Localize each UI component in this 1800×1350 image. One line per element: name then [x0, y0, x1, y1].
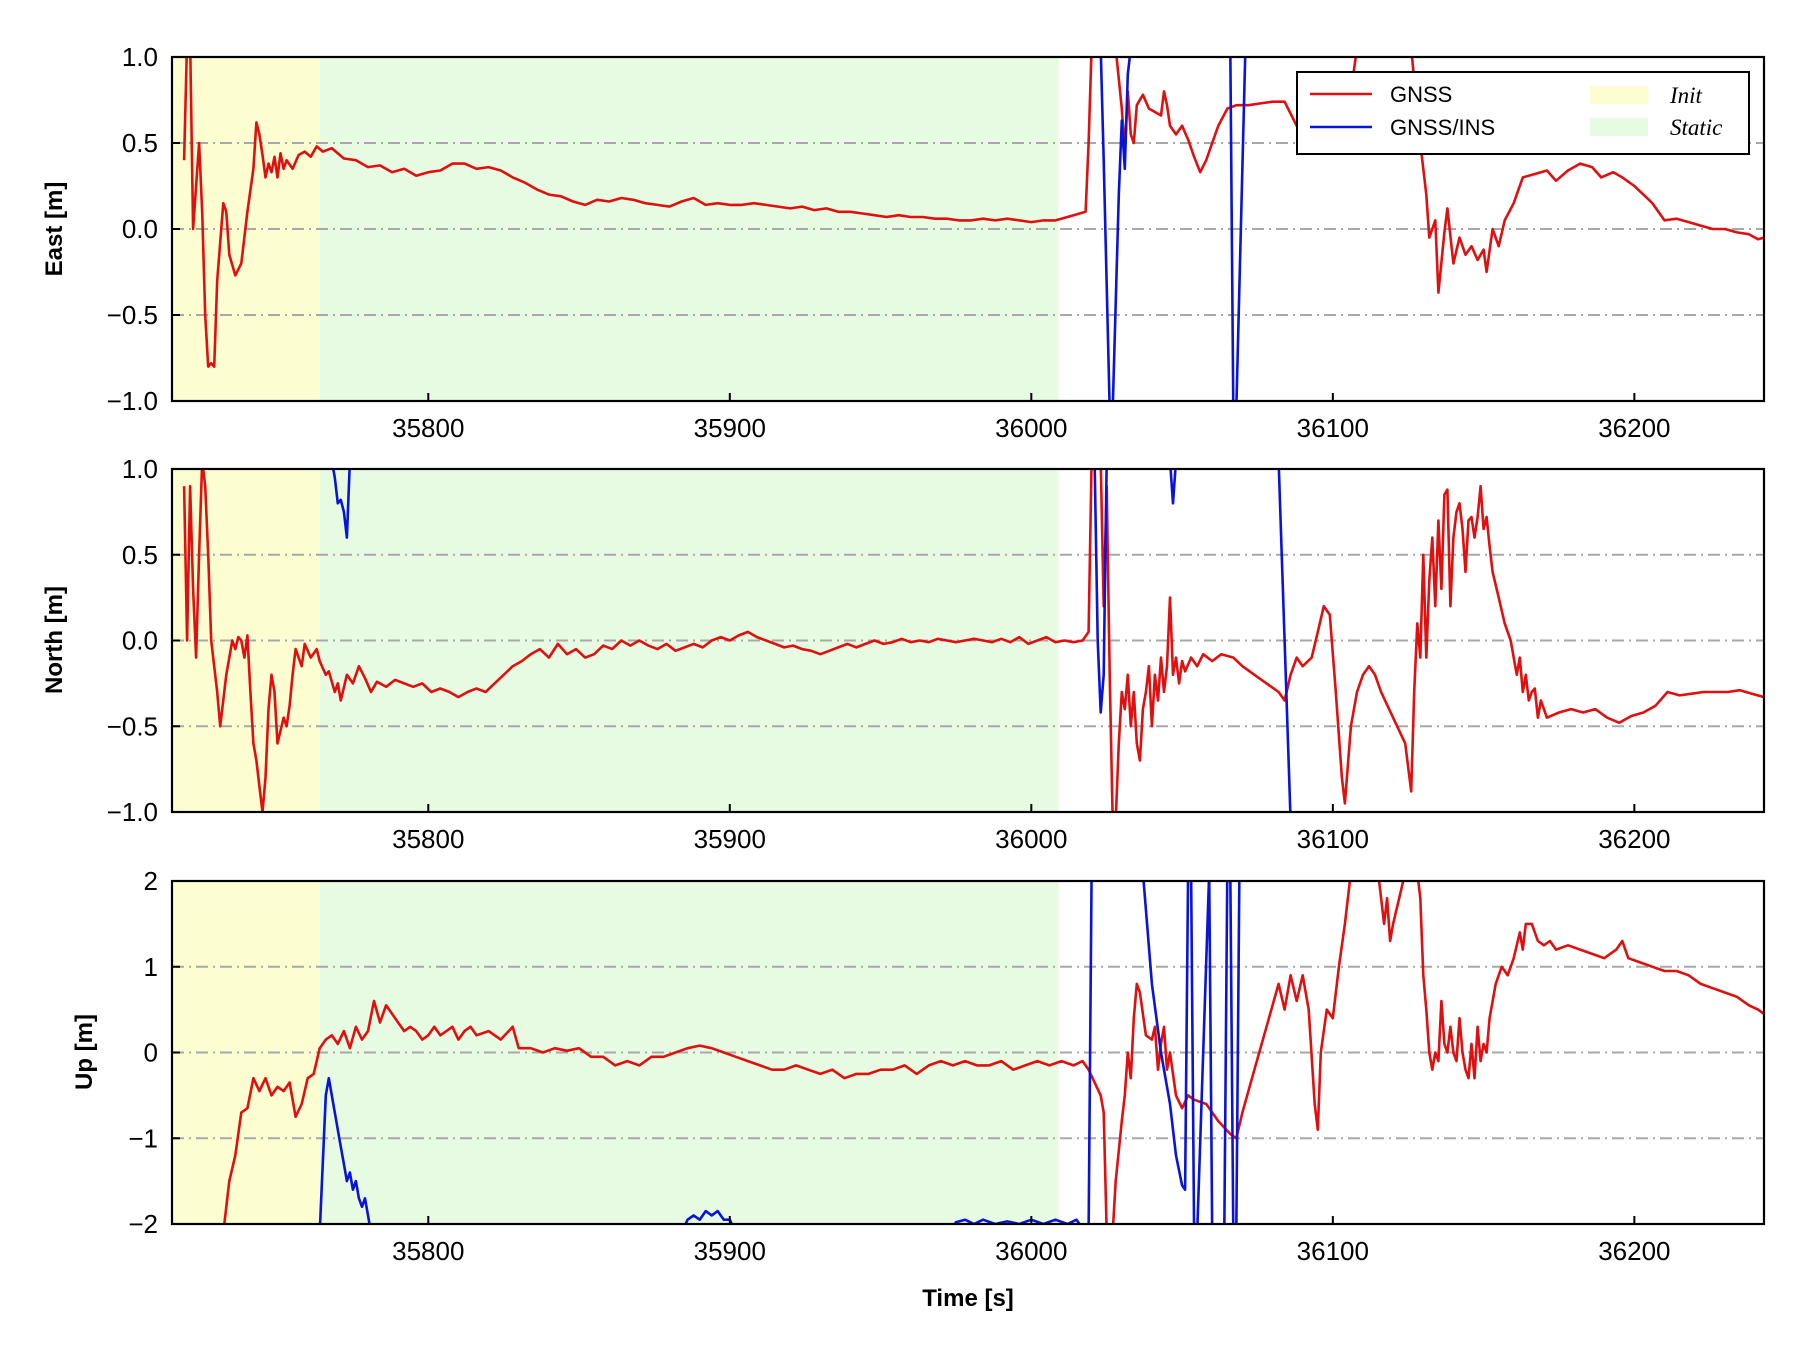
panel-east: 35800 35900 36000 36100 36200 −1.0 −0.5 0.0 0.5 1…	[41, 42, 1766, 443]
east-series-gnss-ins	[1099, 57, 1247, 401]
legend-init-label: Init	[1669, 83, 1703, 108]
north-series-gnss	[182, 469, 1764, 812]
east-ytick-label: 1.0	[122, 42, 158, 72]
north-ytick-label: −0.5	[107, 711, 158, 741]
legend-init-patch	[1590, 86, 1648, 104]
east-ytick-label: 0.0	[122, 214, 158, 244]
panel-north: 35800 35900 36000 36100 36200 −1.0 −0.5 0.0 0.5 1…	[41, 454, 1766, 854]
panel-east-axes: 35800 35900 36000 36100 36200 −1.0 −0.5 0.0 0.5 1…	[107, 42, 1671, 443]
up-xtick-label: 36000	[995, 1236, 1067, 1266]
north-xtick-label: 36200	[1598, 824, 1670, 854]
north-ytick-label: 0.0	[122, 626, 158, 656]
panel-north-axes: 35800 35900 36000 36100 36200 −1.0 −0.5 0.0 0.5 1…	[107, 454, 1671, 854]
north-xtick-label: 36000	[995, 824, 1067, 854]
east-ytick-label: −0.5	[107, 300, 158, 330]
panel-up-axes: 35800 35900 36000 36100 36200 −2 −1 0 1 2	[128, 866, 1670, 1266]
east-series-gnss	[182, 57, 1764, 368]
up-ytick-label: −2	[128, 1209, 158, 1239]
north-ytick-label: −1.0	[107, 797, 158, 827]
up-series-gnss	[222, 881, 1764, 1224]
north-xtick-label: 35800	[392, 824, 464, 854]
north-ytick-label: 0.5	[122, 540, 158, 570]
east-ytick-label: 0.5	[122, 128, 158, 158]
up-ytick-label: 1	[144, 952, 158, 982]
panel-north-plot	[172, 469, 1764, 812]
legend-gnss-label: GNSS	[1390, 82, 1452, 107]
panel-north-ylabel: North [m]	[41, 586, 68, 694]
east-ytick-label: −1.0	[107, 386, 158, 416]
panel-up-plot	[172, 881, 1764, 1224]
east-xtick-label: 36000	[995, 413, 1067, 443]
panel-east-ylabel: East [m]	[41, 182, 68, 277]
north-xtick-label: 35900	[694, 824, 766, 854]
legend-static-patch	[1590, 118, 1648, 136]
panel-up-xlabel: Time [s]	[922, 1285, 1014, 1312]
panel-up-ylabel: Up [m]	[71, 1014, 98, 1090]
legend-gnss-ins-label: GNSS/INS	[1390, 115, 1495, 140]
north-ytick-label: 1.0	[122, 454, 158, 484]
panel-east-plot	[172, 57, 1764, 401]
legend: GNSS GNSS/INS Init Static	[1296, 71, 1750, 155]
up-ytick-label: 2	[144, 866, 158, 896]
legend-static-label: Static	[1670, 115, 1722, 140]
east-xtick-label: 36200	[1598, 413, 1670, 443]
up-xtick-label: 36100	[1297, 1236, 1369, 1266]
up-xtick-label: 35900	[694, 1236, 766, 1266]
up-ytick-label: 0	[144, 1038, 158, 1068]
north-series-gnss-ins	[331, 469, 1292, 812]
east-xtick-label: 35800	[392, 413, 464, 443]
east-xtick-label: 35900	[694, 413, 766, 443]
up-ytick-label: −1	[128, 1123, 158, 1153]
legend-box	[1296, 71, 1750, 155]
up-xtick-label: 36200	[1598, 1236, 1670, 1266]
up-xtick-label: 35800	[392, 1236, 464, 1266]
up-series-gnss-ins	[318, 881, 1241, 1224]
east-xtick-label: 36100	[1297, 413, 1369, 443]
north-xtick-label: 36100	[1297, 824, 1369, 854]
